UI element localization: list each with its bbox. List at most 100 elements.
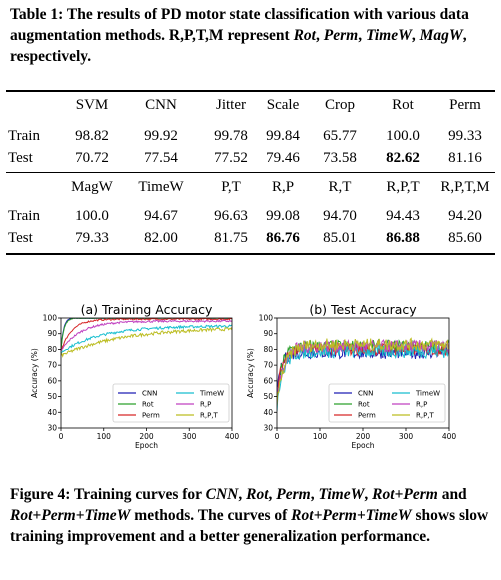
- table-cell: 79.33: [75, 230, 109, 246]
- series-line: [61, 318, 232, 352]
- column-header: R,T: [328, 179, 352, 195]
- table-cell: 73.58: [323, 150, 357, 166]
- row-label: Test: [8, 150, 33, 166]
- table-cell: 70.72: [75, 150, 109, 166]
- row-label: Train: [8, 208, 40, 224]
- column-header: Crop: [325, 97, 355, 113]
- table-cell: 99.33: [448, 128, 482, 144]
- bottom-rule: [6, 253, 495, 255]
- chart-panel: (a) Training Accuracy 30 40 50 60 70 80 90 100 0 1…: [30, 302, 239, 450]
- column-header: Scale: [266, 97, 300, 113]
- chart-panel: (b) Test Accuracy 30 40 50 60 70 80 90 100 0 100 20…: [246, 302, 456, 450]
- row-label: Test: [8, 230, 33, 246]
- y-tick-label: 40: [47, 408, 57, 417]
- table-cell: 99.92: [144, 128, 178, 144]
- column-header: R,P: [271, 179, 295, 195]
- series-line: [61, 326, 232, 358]
- legend-entry: Perm: [358, 412, 376, 420]
- legend-entry: CNN: [142, 390, 157, 398]
- column-header: TimeW: [138, 179, 184, 195]
- x-tick-label: 0: [275, 432, 280, 441]
- legend-box: [328, 383, 446, 423]
- figure-caption-text-b: methods. The curves of: [134, 507, 288, 524]
- x-tick-label: 300: [182, 432, 197, 441]
- table-cell: 100.0: [75, 208, 109, 224]
- y-tick-label: 50: [47, 392, 57, 401]
- sep: ,: [238, 486, 243, 503]
- y-tick-label: 90: [47, 329, 57, 338]
- figure-label: Figure 4:: [10, 486, 71, 503]
- chart-title: (a) Training Accuracy: [81, 302, 213, 317]
- training-curves-figure: (a) Training Accuracy 30 40 50 60 70 80 90 100 0 1…: [30, 302, 456, 450]
- fc-timew: TimeW: [318, 486, 365, 503]
- column-header: Rot: [392, 97, 414, 113]
- fc-cnn: CNN: [205, 486, 239, 503]
- column-header: CNN: [145, 97, 177, 113]
- figure-caption: Figure 4: Training curves for CNN, Rot, …: [10, 484, 492, 547]
- figure-caption-text-a: Training curves for: [74, 486, 202, 503]
- table-label: Table 1:: [10, 6, 64, 23]
- caption-end: respectively.: [10, 48, 92, 65]
- series-line: [277, 337, 449, 407]
- y-tick-label: 50: [263, 392, 273, 401]
- fc-rot: Rot: [246, 486, 269, 503]
- legend-entry: Rot: [142, 401, 154, 409]
- column-header: MagW: [71, 179, 113, 195]
- table-cell: 94.20: [448, 208, 482, 224]
- column-header: SVM: [75, 97, 109, 113]
- y-tick-label: 80: [47, 345, 57, 354]
- row-label: Train: [8, 128, 40, 144]
- legend-entry: R,P,T: [416, 412, 435, 420]
- legend-entry: R,P: [200, 401, 211, 409]
- table-cell: 98.82: [75, 128, 109, 144]
- column-header: R,P,T: [386, 179, 420, 195]
- legend-box: [112, 383, 230, 423]
- x-tick-label: 200: [139, 432, 154, 441]
- series-line: [61, 319, 232, 351]
- x-axis-label: Epoch: [352, 441, 375, 450]
- fc-perm: Perm: [276, 486, 311, 503]
- fc-and: and: [441, 486, 467, 503]
- table-cell: 94.67: [144, 208, 178, 224]
- series-line: [61, 324, 232, 354]
- table-cell: 99.08: [266, 208, 300, 224]
- legend-entry: Rot: [358, 401, 370, 409]
- y-tick-label: 30: [47, 424, 57, 433]
- chart-title: (b) Test Accuracy: [309, 302, 417, 317]
- sep: ,: [310, 486, 315, 503]
- legend-entry: TimeW: [415, 390, 440, 398]
- table-cell: 100.0: [386, 128, 420, 144]
- y-tick-label: 90: [263, 329, 273, 338]
- y-tick-label: 60: [263, 376, 273, 385]
- table-cell: 85.60: [448, 230, 482, 246]
- x-tick-label: 100: [313, 432, 328, 441]
- y-tick-label: 80: [263, 345, 273, 354]
- x-tick-label: 300: [399, 432, 414, 441]
- legend-entry: CNN: [358, 390, 373, 398]
- fc-rotpermtimew-2: Rot+Perm+TimeW: [291, 507, 412, 524]
- sep: ,: [268, 486, 273, 503]
- top-rule: [6, 90, 495, 92]
- table-cell: 86.88: [386, 230, 420, 246]
- x-tick-label: 400: [225, 432, 240, 441]
- table-cell: 79.46: [266, 150, 300, 166]
- mid-rule: [6, 172, 495, 173]
- y-tick-label: 100: [43, 314, 58, 323]
- caption-magw: MagW: [419, 27, 463, 44]
- table-caption-text: The results of PD motor state classifica…: [10, 6, 469, 44]
- sep: ,: [358, 27, 363, 44]
- figure-caption-text-c: shows slow training improvement and a be…: [10, 507, 489, 545]
- column-header: Jitter: [216, 97, 246, 113]
- table-cell: 65.77: [323, 128, 357, 144]
- fc-rotpermtimew: Rot+Perm+TimeW: [10, 507, 131, 524]
- y-axis-label: Accuracy (%): [246, 348, 255, 398]
- y-tick-label: 30: [263, 424, 273, 433]
- x-tick-label: 200: [356, 432, 371, 441]
- y-axis-label: Accuracy (%): [30, 348, 39, 398]
- sep: ,: [316, 27, 320, 44]
- y-tick-label: 60: [47, 376, 57, 385]
- y-tick-label: 70: [47, 361, 57, 370]
- sep: ,: [364, 486, 369, 503]
- table-cell: 82.62: [386, 150, 420, 166]
- legend-entry: Perm: [142, 412, 160, 420]
